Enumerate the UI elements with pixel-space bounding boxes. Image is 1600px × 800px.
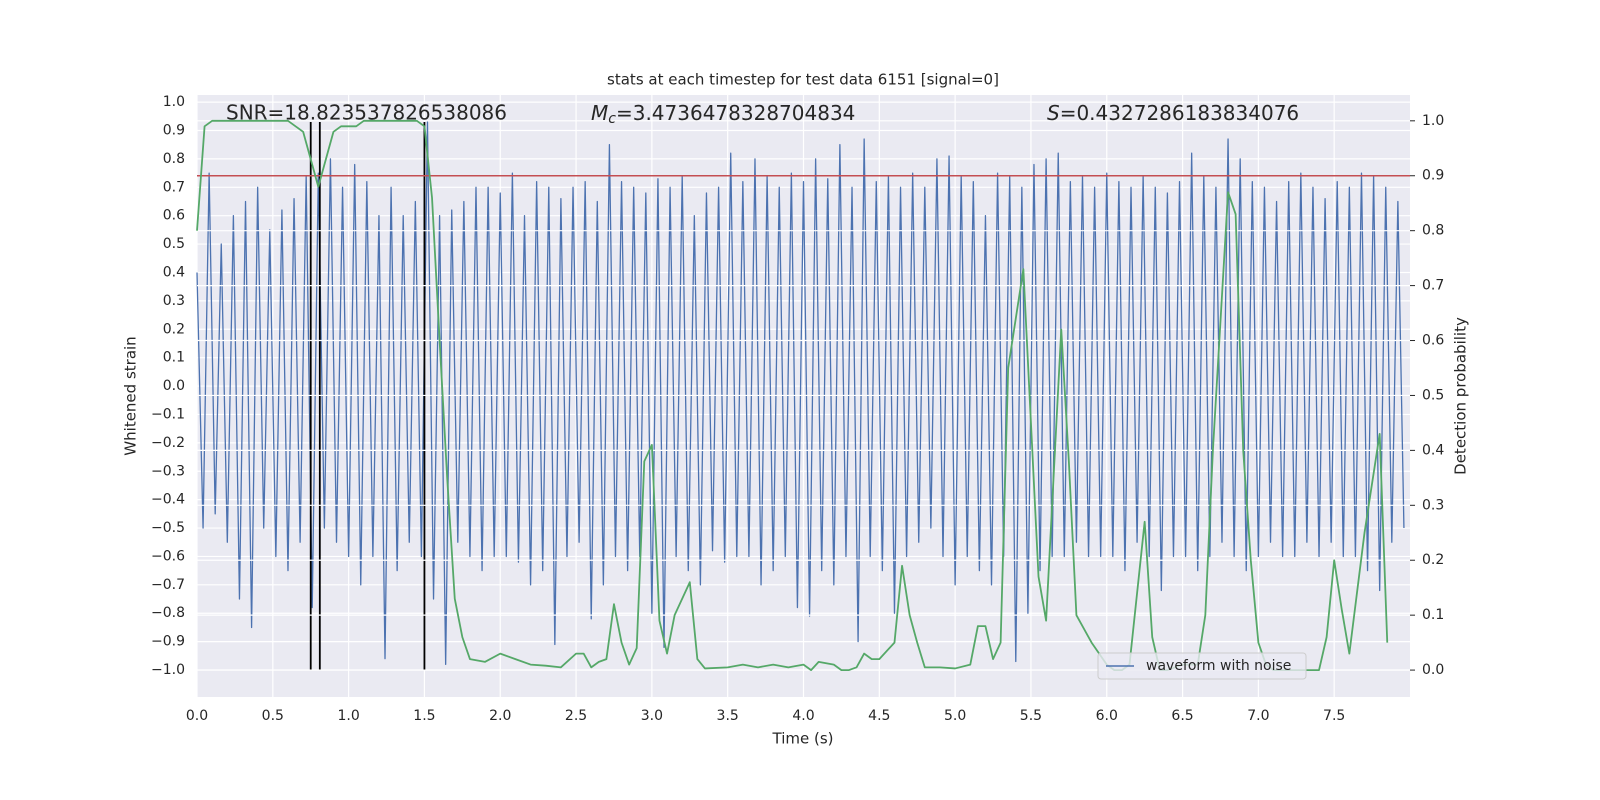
x-tick-label: 1.5	[413, 708, 435, 724]
y2-tick-label: 0.9	[1422, 168, 1444, 184]
x-tick-label: 7.5	[1323, 708, 1345, 724]
waveform-line	[196, 121, 1405, 665]
y2-tick-label: 0.3	[1422, 497, 1444, 513]
x-tick-label: 6.0	[1096, 708, 1118, 724]
y2-tick-label: 0.7	[1422, 278, 1444, 294]
x-tick-label: 3.0	[641, 708, 663, 724]
chart-title: stats at each timestep for test data 615…	[607, 71, 999, 89]
y-tick-label: 0.0	[163, 378, 185, 394]
x-tick-label: 2.0	[489, 708, 511, 724]
annotation-subscript: c	[608, 111, 616, 127]
y2-axis-label: Detection probability	[1452, 317, 1470, 475]
annotation: Mc=3.4736478328704834	[591, 101, 855, 128]
y2-tick-label: 0.1	[1422, 607, 1444, 623]
y-tick-label: 0.5	[163, 236, 185, 252]
y-axis-label: Whitened strain	[122, 336, 140, 455]
y2-tick-label: 0.0	[1422, 662, 1444, 678]
y-tick-label: −0.4	[151, 492, 185, 508]
y-tick-label: −0.5	[151, 520, 185, 536]
x-tick-label: 0.0	[186, 708, 208, 724]
y2-tick-label: 1.0	[1422, 113, 1444, 129]
annotation-text: =0.4327286183834076	[1060, 101, 1299, 125]
y-tick-label: −0.3	[151, 463, 185, 479]
y-tick-label: −0.1	[151, 406, 185, 422]
y2-tick-label: 0.6	[1422, 333, 1444, 349]
y-tick-label: −0.2	[151, 435, 185, 451]
legend-label: waveform with noise	[1146, 658, 1291, 674]
x-tick-label: 2.5	[565, 708, 587, 724]
x-axis-label: Time (s)	[772, 730, 834, 748]
y-tick-label: 0.8	[163, 151, 185, 167]
legend-box	[1097, 652, 1307, 680]
y-tick-label: −0.9	[151, 634, 185, 650]
x-tick-label: 0.5	[262, 708, 284, 724]
y-tick-label: −1.0	[151, 662, 185, 678]
y2-tick-label: 0.8	[1422, 223, 1444, 239]
x-tick-label: 7.0	[1247, 708, 1269, 724]
y-tick-label: 0.4	[163, 264, 185, 280]
y-tick-label: 0.7	[163, 179, 185, 195]
y-tick-label: −0.8	[151, 605, 185, 621]
x-tick-label: 5.0	[944, 708, 966, 724]
y-tick-label: 1.0	[163, 94, 185, 110]
x-tick-label: 4.0	[792, 708, 814, 724]
x-tick-label: 3.5	[717, 708, 739, 724]
y2-tick-label: 0.5	[1422, 387, 1444, 403]
annotation: SNR=18.823537826538086	[226, 101, 507, 125]
y-tick-label: 0.9	[163, 122, 185, 138]
annotation-symbol: M	[591, 101, 608, 125]
annotation-text: =3.4736478328704834	[616, 101, 855, 125]
y-tick-label: −0.7	[151, 577, 185, 593]
x-tick-label: 6.5	[1171, 708, 1193, 724]
x-tick-label: 5.5	[1020, 708, 1042, 724]
y-tick-label: 0.3	[163, 293, 185, 309]
x-tick-label: 4.5	[868, 708, 890, 724]
y-tick-label: 0.2	[163, 321, 185, 337]
y-tick-label: −0.6	[151, 548, 185, 564]
y-tick-label: 0.6	[163, 208, 185, 224]
y2-tick-label: 0.2	[1422, 552, 1444, 568]
y2-tick-label: 0.4	[1422, 442, 1444, 458]
annotation-symbol: S	[1047, 101, 1060, 125]
y-tick-label: 0.1	[163, 350, 185, 366]
annotation: S=0.4327286183834076	[1047, 101, 1299, 125]
legend: waveform with noise	[1097, 652, 1307, 680]
x-tick-label: 1.0	[337, 708, 359, 724]
